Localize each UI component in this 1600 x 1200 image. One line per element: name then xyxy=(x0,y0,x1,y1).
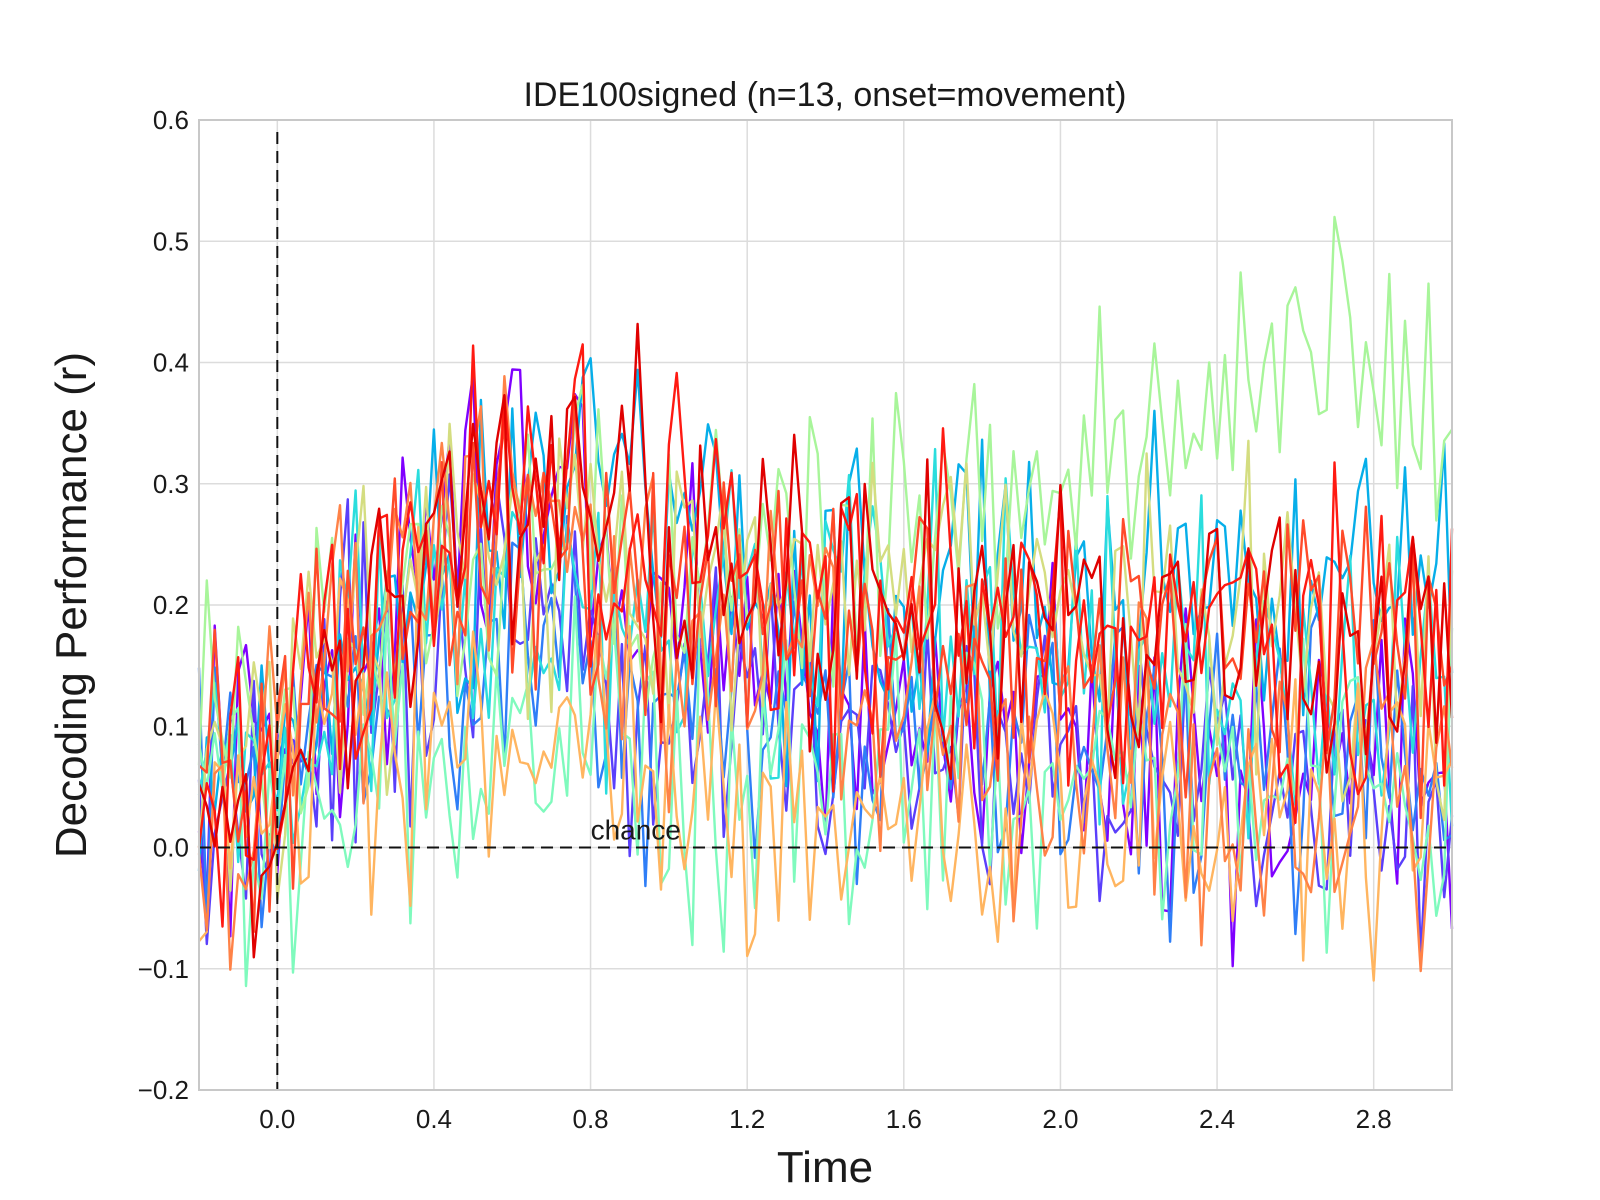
x-axis-label: Time xyxy=(777,1143,873,1192)
y-tick-label: −0.2 xyxy=(138,1075,189,1105)
x-tick-label: 1.6 xyxy=(886,1104,922,1134)
series-line xyxy=(197,422,1454,901)
y-tick-labels: −0.2 −0.1 0.0 0.1 0.2 0.3 0.4 0.5 0.6 xyxy=(138,105,189,1105)
y-tick-label: 0.5 xyxy=(153,226,189,256)
chance-annotation: chance xyxy=(591,815,681,846)
y-tick-label: 0.0 xyxy=(153,833,189,863)
y-tick-label: 0.2 xyxy=(153,590,189,620)
x-tick-labels: 0.0 0.4 0.8 1.2 1.6 2.0 2.4 2.8 xyxy=(259,1104,1392,1134)
y-tick-label: 0.6 xyxy=(153,105,189,135)
plot-frame xyxy=(198,119,1453,1091)
x-tick-label: 2.0 xyxy=(1042,1104,1078,1134)
series-line xyxy=(198,394,1454,934)
chart-title: IDE100signed (n=13, onset=movement) xyxy=(524,76,1127,114)
x-tick-label: 2.8 xyxy=(1356,1104,1392,1134)
x-tick-label: 2.4 xyxy=(1199,1104,1235,1134)
x-tick-label: 0.8 xyxy=(572,1104,608,1134)
series-line xyxy=(197,322,1454,959)
y-tick-label: −0.1 xyxy=(138,954,189,984)
series-lines xyxy=(197,215,1454,988)
x-tick-label: 0.4 xyxy=(416,1104,452,1134)
series-line xyxy=(197,375,1454,973)
series-line xyxy=(197,343,1454,928)
x-tick-label: 0.0 xyxy=(259,1104,295,1134)
y-tick-label: 0.1 xyxy=(153,711,189,741)
reference-lines xyxy=(199,132,1452,1090)
x-tick-label: 1.2 xyxy=(729,1104,765,1134)
y-axis-label: Decoding Performance (r) xyxy=(47,352,96,858)
y-tick-label: 0.4 xyxy=(153,348,189,378)
y-tick-label: 0.3 xyxy=(153,469,189,499)
